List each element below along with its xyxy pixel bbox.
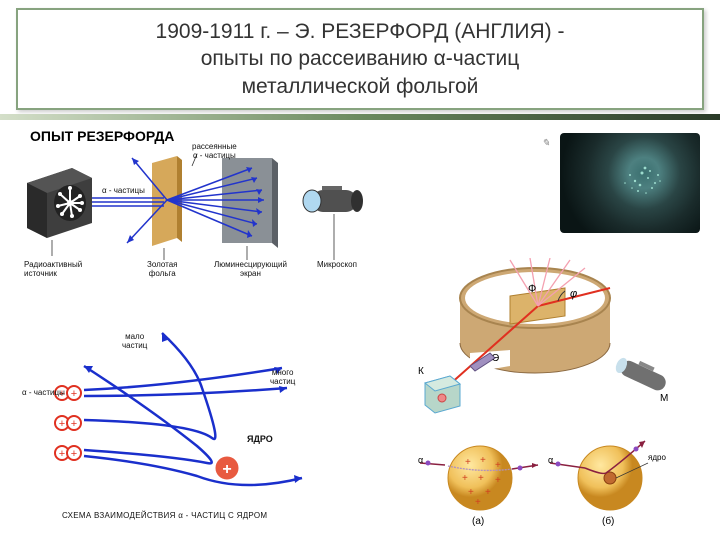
svg-text:+: +	[59, 418, 65, 430]
svg-text:+: +	[222, 461, 231, 478]
divider	[0, 114, 720, 120]
atom-nucleus-label: ядро	[648, 453, 666, 462]
ring-k: К	[418, 366, 424, 377]
label-scattered: рассеянные α - частицы	[192, 142, 237, 160]
svg-text:+: +	[71, 388, 77, 400]
ring-detector: Ф φ К Э М	[410, 258, 690, 418]
atom-alpha-a: α	[418, 455, 423, 465]
label-screen: Люминесцирующий экран	[214, 260, 287, 278]
svg-text:+: +	[495, 460, 501, 471]
svg-text:+: +	[475, 497, 481, 508]
label-many: много частиц	[270, 368, 295, 386]
label-few: мало частиц	[122, 332, 147, 350]
svg-text:+: +	[495, 475, 501, 486]
signature-squiggle: ✎	[542, 138, 550, 149]
scatter-photo	[560, 133, 700, 233]
experiment-setup: α - частицы рассеянные α - частицы Радио…	[22, 148, 382, 318]
experiment-title: ОПЫТ РЕЗЕРФОРДА	[30, 128, 174, 144]
label-source: Радиоактивный источник	[24, 260, 82, 278]
svg-text:+: +	[478, 473, 484, 484]
label-foil: Золотая фольга	[147, 260, 178, 278]
svg-text:+: +	[462, 473, 468, 484]
header-line3: металлической фольгой	[34, 73, 686, 100]
atom-alpha-b: α	[548, 455, 553, 465]
header-line2: опыты по рассеиванию α-частиц	[34, 45, 686, 72]
atom-label-b: (б)	[602, 516, 614, 527]
ring-m: М	[660, 393, 668, 404]
interaction-schematic: + + + + + + +	[22, 328, 332, 518]
atom-models: +++ +++ +++ (а) (б) ядро α	[420, 433, 680, 523]
header-line1: 1909-1911 г. – Э. РЕЗЕРФОРД (АНГЛИЯ) -	[34, 18, 686, 45]
svg-text:+: +	[485, 487, 491, 498]
svg-text:+: +	[468, 487, 474, 498]
label-microscope: Микроскоп	[317, 260, 357, 269]
label-nucleus: ЯДРО	[247, 434, 273, 444]
label-alpha: α - частицы	[102, 186, 145, 195]
svg-text:+: +	[465, 457, 471, 468]
ring-phi-lower: φ	[570, 288, 577, 300]
svg-text:+: +	[59, 448, 65, 460]
svg-text:+: +	[480, 455, 486, 466]
atom-label-a: (а)	[472, 516, 484, 527]
ring-phi-upper: Ф	[528, 283, 536, 295]
svg-text:+: +	[71, 418, 77, 430]
ring-e: Э	[492, 353, 499, 364]
svg-text:+: +	[71, 448, 77, 460]
schematic-title: СХЕМА ВЗАИМОДЕЙСТВИЯ α - ЧАСТИЦ С ЯДРОМ	[62, 511, 267, 520]
label-alpha-particles: α - частицы	[22, 388, 65, 397]
